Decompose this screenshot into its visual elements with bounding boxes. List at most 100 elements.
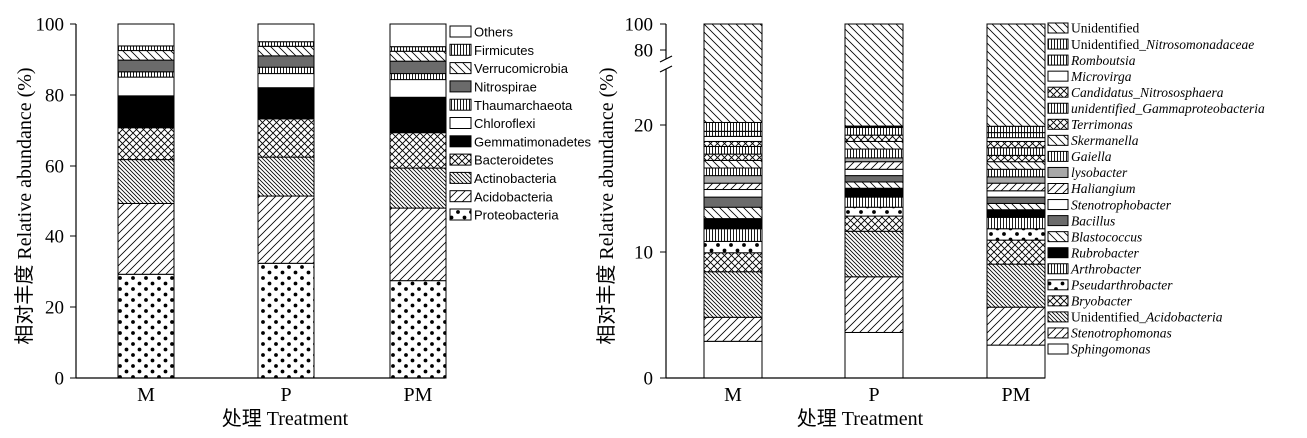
- c1-bar-pm-actinobacteria: [389, 167, 447, 209]
- c2-bar-m-rubrobacter: [703, 218, 763, 230]
- c2-bar-m-unidentified: [703, 23, 763, 123]
- c1-legend-swatch-firmicutes: [449, 43, 472, 56]
- c2-bar-m-stenotrophobacter: [703, 189, 763, 198]
- c2-legend-swatch-arthrobacter: [1047, 263, 1069, 275]
- c1-xtick-PM: PM: [404, 384, 433, 406]
- c2-bar-p-arthrobacter: [844, 196, 904, 208]
- c1-legend: Others Firmicutes Verrucomicrobia Nitrospir…: [449, 25, 592, 223]
- c1-bars: [117, 23, 447, 379]
- c2-legend-swatch-candidatus-nitrososphaera: [1047, 86, 1069, 98]
- c2-legend-swatch-sphingomonas: [1047, 343, 1069, 355]
- c2-legend-label-rubrobacter: Rubrobacter: [1070, 245, 1139, 260]
- c1-xlabel: 处理 Treatment: [222, 407, 349, 430]
- c1-bar-p-bacteroidetes: [257, 118, 315, 158]
- c2-bar-pm-unidentified-nitrosomonadaceae: [986, 125, 1046, 134]
- c1-legend-label-verrucomicrobia: Verrucomicrobia: [474, 61, 569, 76]
- c1-bar-p-firmicutes: [257, 41, 315, 47]
- c2-bar-p-stenotrophomonas: [844, 276, 904, 333]
- c1-bar-pm-gemmatimonadetes: [389, 96, 447, 134]
- c2-bar-m-blastococcus: [703, 206, 763, 220]
- c1-bar-p-proteobacteria: [257, 262, 315, 379]
- c2-legend-label-candidatus-nitrososphaera: Candidatus_Nitrososphaera: [1071, 85, 1224, 100]
- c1-bar-p-verrucomicrobia: [257, 45, 315, 57]
- c1-legend-label-acidobacteria: Acidobacteria: [474, 189, 554, 204]
- c2-bar-m-stenotrophomonas: [703, 316, 763, 342]
- c2-bar-p-rubrobacter: [844, 187, 904, 198]
- c2-bar-p-lysobacter: [844, 157, 904, 163]
- c1-bar-m-bacteroidetes: [117, 127, 175, 161]
- c1-yticks-marks: [70, 23, 76, 379]
- c2-bar-m-haliangium: [703, 182, 763, 191]
- c2-bar-pm-romboutsia: [986, 132, 1046, 139]
- c2-bar-pm-microvirga: [986, 137, 1046, 142]
- c1-ytick-60: 60: [45, 157, 64, 178]
- c2-legend-swatch-terrimonas: [1047, 118, 1069, 130]
- c1-bar-m-firmicutes: [117, 45, 175, 52]
- c1-bar-m-nitrospirae: [117, 59, 175, 73]
- c2-legend-label-gaiella: Gaiella: [1071, 149, 1112, 164]
- c2-bar-p-bryobacter: [844, 215, 904, 232]
- c1-bar-m-gemmatimonadetes: [117, 95, 175, 129]
- c2-bar-m-unidentified-nitrosomonadaceae: [703, 121, 763, 132]
- c2-bar-pm-gaiella: [986, 168, 1046, 178]
- c2-bar-m-microvirga: [703, 135, 763, 142]
- c2-bar-pm-skermanella: [986, 161, 1046, 170]
- c2-bar-pm-terrimonas: [986, 154, 1046, 163]
- c1-ytick-100: 100: [36, 15, 65, 36]
- c1-legend-label-others: Others: [474, 25, 514, 40]
- c2-legend-swatch-bryobacter: [1047, 295, 1069, 307]
- c2-xtick-P: P: [868, 384, 879, 406]
- c1-legend-swatch-nitrospirae: [449, 80, 472, 93]
- c1-bar-p-thaumarchaeota: [257, 66, 315, 75]
- c2-legend: UnidentifiedUnidentified_Nitrosomonadace…: [1047, 21, 1265, 357]
- c1-bar-pm-proteobacteria: [389, 280, 447, 379]
- c2-xtick-PM: PM: [1002, 384, 1031, 406]
- c2-legend-label-bacillus: Bacillus: [1071, 213, 1115, 228]
- c2-legend-label-microvirga: Microvirga: [1070, 69, 1132, 84]
- c2-bar-pm-sphingomonas: [986, 344, 1046, 379]
- c1-legend-swatch-bacteroidetes: [449, 153, 472, 166]
- c2-legend-label-stenotrophomonas: Stenotrophomonas: [1071, 326, 1172, 341]
- c2-ytick-10: 10: [634, 243, 653, 264]
- c1-bar-pm-thaumarchaeota: [389, 73, 447, 81]
- c2-bar-m-terrimonas: [703, 153, 763, 161]
- c2-legend-swatch-rubrobacter: [1047, 247, 1069, 259]
- c2-bar-pm-lysobacter: [986, 176, 1046, 184]
- c1-bar-pm-nitrospirae: [389, 60, 447, 75]
- c1-legend-swatch-gemmatimonadetes: [449, 135, 472, 148]
- c2-legend-swatch-lysobacter: [1047, 166, 1069, 178]
- c1-bar-pm-bacteroidetes: [389, 132, 447, 169]
- c2-bar-pm-candidatus-nitrososphaera: [986, 140, 1046, 149]
- c2-legend-label-unidentified: Unidentified: [1071, 21, 1139, 36]
- c1-bar-m-proteobacteria: [117, 273, 175, 379]
- c2-legend-swatch-skermanella: [1047, 134, 1069, 146]
- c2-legend-swatch-haliangium: [1047, 183, 1069, 194]
- c2-axis-break-mark: [659, 55, 673, 73]
- c2-bar-p-unidentified-acidobacteria: [844, 230, 904, 278]
- c2-legend-label-pseudarthrobacter: Pseudarthrobacter: [1070, 278, 1173, 293]
- c2-xtick-M: M: [724, 384, 742, 406]
- c2-legend-swatch-stenotrophobacter: [1047, 199, 1069, 211]
- c2-ylabel: 相对丰度 Relative abundance (%): [595, 67, 618, 344]
- c2-bar-pm-unidentified: [986, 23, 1046, 127]
- c1-ytick-40: 40: [45, 227, 64, 248]
- c1-ytick-0: 0: [55, 369, 65, 390]
- c2-bars: [703, 23, 1046, 379]
- c1-legend-label-nitrospirae: Nitrospirae: [474, 79, 537, 94]
- c2-legend-label-arthrobacter: Arthrobacter: [1070, 261, 1142, 276]
- c1-ytick-80: 80: [45, 86, 64, 107]
- c1-bar-pm-chloroflexi: [389, 79, 447, 98]
- c2-bar-p-gaiella: [844, 148, 904, 159]
- chart-1: 100 80 60 40 20 0 M P PM 处理 Treatment 相对…: [13, 15, 592, 430]
- c1-bar-pm-firmicutes: [389, 46, 447, 52]
- c2-bar-p-pseudarthrobacter: [844, 206, 904, 217]
- c2-bar-pm-arthrobacter: [986, 216, 1046, 230]
- c2-bar-pm-bacillus: [986, 196, 1046, 204]
- c2-legend-swatch-unidentified: [1047, 22, 1069, 34]
- c2-bar-pm-stenotrophobacter: [986, 190, 1046, 198]
- c1-bar-m-verrucomicrobia: [117, 50, 175, 61]
- c2-ytick-80: 80: [634, 41, 653, 62]
- c2-legend-label-skermanella: Skermanella: [1071, 133, 1139, 148]
- c1-xtick-P: P: [280, 384, 291, 406]
